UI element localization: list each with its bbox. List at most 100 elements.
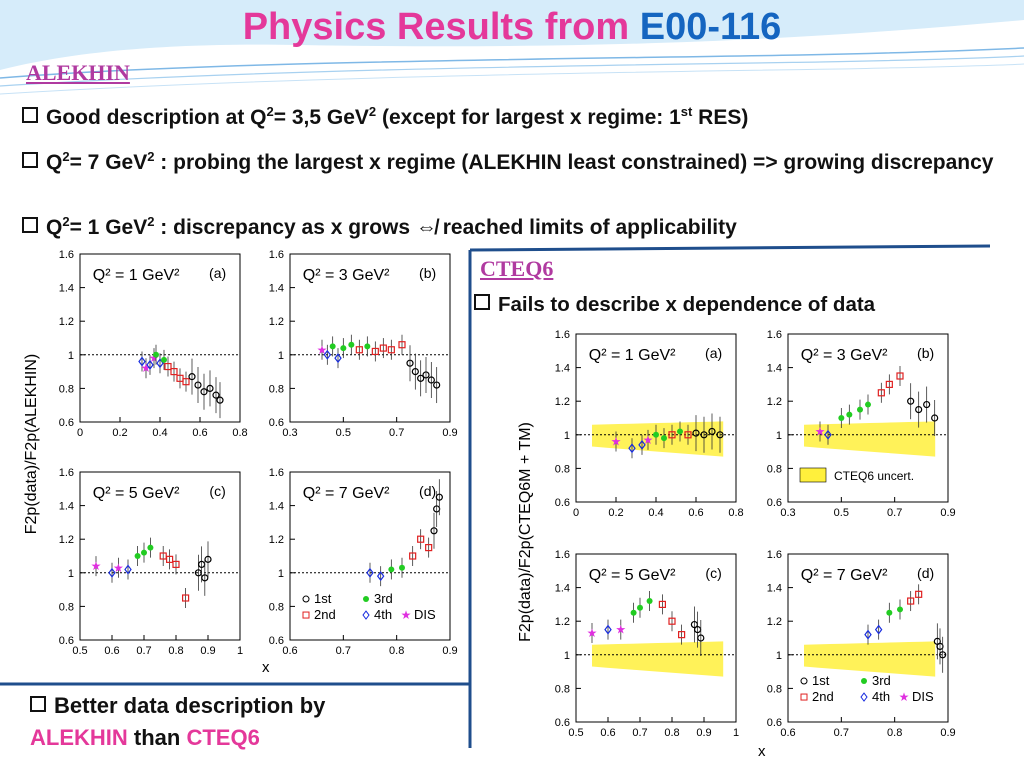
x-tick-label: 0.7	[336, 645, 351, 657]
data-point	[897, 606, 903, 613]
legend-marker	[362, 610, 370, 620]
data-point	[387, 346, 395, 354]
data-point: ★	[91, 559, 102, 573]
y-tick-label: 1.4	[59, 283, 74, 295]
x-tick-label: 0.5	[568, 727, 583, 739]
x-tick-label: 0.4	[152, 427, 167, 439]
data-point	[857, 406, 863, 413]
data-point: ★	[815, 424, 826, 438]
checkbox-bullet-icon	[30, 696, 46, 712]
data-point	[182, 378, 190, 386]
x-tick-label: 0.5	[834, 507, 849, 519]
x-tick-label: 0.6	[600, 727, 615, 739]
y-tick-label: 1.2	[767, 396, 782, 408]
data-point: ★	[643, 433, 654, 447]
x-tick-label: 0.8	[232, 427, 247, 439]
x-tick-label: 0.2	[608, 507, 623, 519]
x-tick-label: 1	[733, 727, 739, 739]
data-point	[907, 397, 915, 405]
panel-q2-label: Q² = 3 GeV²	[801, 347, 888, 364]
data-point	[939, 651, 947, 659]
panel-tag: (a)	[705, 345, 722, 361]
data-point	[161, 356, 167, 363]
data-point	[340, 345, 347, 352]
x-tick-label: 0.5	[336, 427, 351, 439]
data-point	[907, 597, 915, 605]
y-axis-label: F2p(data)/F2p(CTEQ6M + TM)	[517, 422, 534, 642]
bullet-2: Q2= 7 GeV2 : probing the largest x regim…	[22, 142, 1017, 178]
data-point	[658, 600, 666, 608]
data-point	[146, 359, 154, 370]
y-tick-label: 1.6	[767, 329, 782, 341]
legend-marker	[800, 693, 808, 701]
y-tick-label: 0.6	[555, 717, 570, 729]
data-point	[885, 380, 893, 389]
data-point	[172, 560, 180, 568]
cteq-figure: F2p(data)/F2p(CTEQ6M + TM) x 0 0.2 0.4 0.6 0.8…	[508, 322, 963, 767]
data-point	[637, 604, 643, 611]
y-tick-label: 0.6	[767, 497, 782, 509]
data-point	[200, 388, 208, 396]
checkbox-bullet-icon	[22, 217, 38, 233]
y-tick-label: 0.6	[59, 417, 74, 429]
data-point	[677, 428, 683, 435]
data-point	[661, 435, 667, 442]
band-legend-label: CTEQ6 uncert.	[834, 469, 914, 483]
data-point	[931, 414, 939, 422]
panel-q2-label: Q² = 1 GeV²	[93, 267, 180, 284]
data-point	[422, 371, 430, 379]
data-point	[708, 427, 716, 436]
x-tick-label: 0.7	[136, 645, 151, 657]
x-tick-label: 0.3	[282, 427, 297, 439]
data-point	[653, 431, 659, 438]
y-tick-label: 1.6	[555, 549, 570, 561]
legend-marker	[363, 596, 369, 603]
data-point	[366, 567, 374, 578]
data-point	[364, 343, 371, 350]
panel-frame	[787, 553, 949, 723]
data-point: ★	[149, 351, 160, 365]
y-tick-label: 1.4	[555, 583, 570, 595]
legend-marker: ★	[899, 690, 910, 704]
data-point	[212, 391, 220, 399]
legend-label: 2nd	[812, 689, 834, 704]
y-tick-label: 1.6	[269, 249, 284, 261]
data-point	[399, 564, 405, 571]
data-point	[646, 598, 653, 605]
y-tick-label: 1	[278, 350, 284, 362]
data-point	[877, 389, 885, 397]
x-tick-label: 0.7	[632, 727, 647, 739]
y-axis-label: F2p(data)/F2p(ALEKHIN)	[23, 354, 40, 535]
data-point	[864, 629, 872, 640]
data-point	[411, 367, 419, 376]
legend-marker	[800, 677, 808, 685]
data-point	[896, 372, 904, 380]
data-point	[668, 617, 676, 625]
band-legend-swatch	[799, 467, 827, 483]
data-point	[164, 362, 172, 371]
y-tick-label: 0.6	[767, 717, 782, 729]
y-tick-label: 1.6	[767, 549, 782, 561]
y-tick-label: 0.8	[59, 601, 74, 613]
data-point	[334, 353, 342, 364]
cteq6-uncertainty-band	[804, 641, 936, 677]
panel-q2-label: Q² = 3 GeV²	[303, 267, 390, 284]
data-point	[166, 555, 174, 563]
data-point	[638, 439, 646, 450]
checkbox-bullet-icon	[22, 152, 38, 168]
data-point	[692, 429, 700, 437]
legend-label: 1st	[314, 591, 332, 606]
x-tick-label: 0.9	[442, 427, 457, 439]
data-point: ★	[141, 361, 152, 375]
data-point	[865, 401, 871, 408]
data-point	[124, 564, 132, 575]
y-tick-label: 0.8	[555, 463, 570, 475]
legend-label: 3rd	[374, 591, 393, 606]
y-tick-label: 0.8	[59, 383, 74, 395]
data-point	[838, 415, 845, 421]
data-point	[323, 349, 332, 360]
data-point	[147, 544, 154, 551]
conclusion-note: Better data description by ALEKHIN than …	[30, 693, 326, 750]
legend-label: 3rd	[872, 673, 891, 688]
x-tick-label: 0.8	[887, 727, 902, 739]
